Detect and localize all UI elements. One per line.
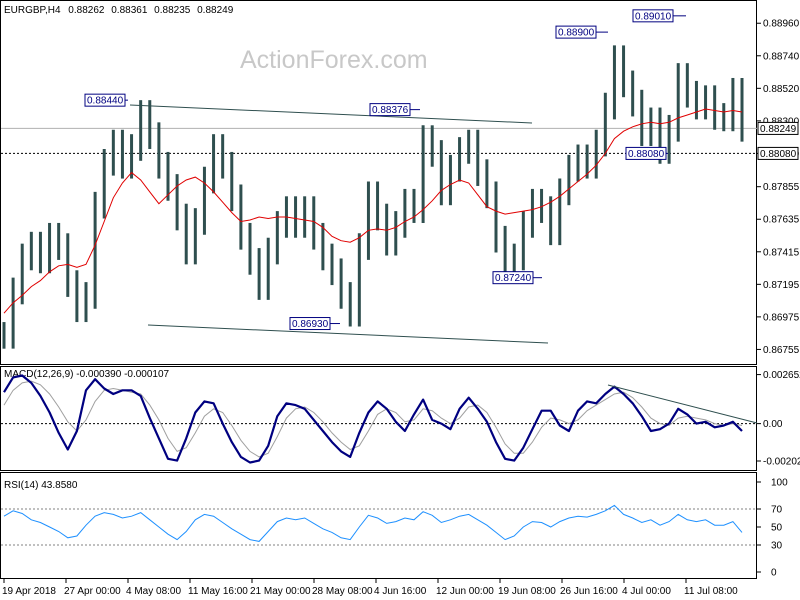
price-header: EURGBP,H4 0.88262 0.88361 0.88235 0.8824… (4, 5, 234, 16)
price-annotation: 0.89010 (632, 9, 686, 23)
moving-average-line (3, 108, 743, 314)
x-tick-label: 11 May 16:00 (188, 586, 248, 597)
x-tick-label: 26 Jun 16:00 (560, 586, 618, 597)
rsi-y-tick-label: 100 (771, 478, 788, 489)
annotation-label: 0.88376 (372, 105, 409, 116)
annotation-label: 0.88440 (87, 96, 124, 107)
x-tick-label: 28 May 08:00 (312, 586, 373, 597)
price-y-tick-label: 0.88740 (763, 51, 800, 62)
price-y-tick-label: 0.87195 (763, 280, 800, 291)
price-annotations: 0.88440 0.88376 0.88900 0.89010 0.86930 0.872… (84, 9, 686, 331)
price-y-tick-label: 0.86755 (763, 345, 800, 356)
rsi-line (3, 504, 743, 542)
macd-y-tick-label: 0.00 (763, 419, 783, 430)
symbol-label: EURGBP,H4 (4, 5, 61, 16)
ohlc-high: 0.88361 (111, 5, 148, 16)
x-tick-label: 19 Apr 2018 (2, 586, 56, 597)
price-annotation: 0.88080 (625, 146, 668, 160)
macd-panel (0, 366, 757, 471)
upper-trendline (129, 104, 533, 124)
macd-main-line (3, 374, 743, 464)
rsi-series (3, 504, 743, 542)
macd-header: MACD(12,26,9) -0.000390 -0.000107 (4, 369, 170, 380)
watermark: ActionForex.com (240, 46, 428, 74)
rsi-panel (0, 472, 757, 579)
reference-level-tag-label: 0.88080 (760, 149, 797, 160)
price-y-tick-label: 0.87635 (763, 215, 800, 226)
macd-y-tick-label: -0.002021 (763, 456, 800, 467)
macd-trendline (607, 384, 758, 424)
x-tick-label: 27 Apr 00:00 (64, 586, 121, 597)
price-y-tick-label: 0.88300 (763, 116, 800, 127)
trendlines (129, 104, 549, 344)
ohlc-low: 0.88235 (154, 5, 191, 16)
annotation-label: 0.88080 (628, 149, 665, 160)
x-tick-label: 19 Jun 08:00 (498, 586, 556, 597)
macd-y-axis: 0.002652 0.00 -0.002021 (1, 370, 800, 467)
price-y-tick-label: 0.87415 (763, 247, 800, 258)
price-y-tick-label: 0.88960 (763, 19, 800, 30)
annotation-label: 0.88900 (558, 28, 595, 39)
price-y-tick-label: 0.87855 (763, 182, 800, 193)
price-annotation: 0.87240 (492, 271, 542, 285)
x-tick-label: 4 Jun 16:00 (374, 586, 427, 597)
ohlc-open: 0.88262 (68, 5, 105, 16)
price-annotation: 0.88440 (84, 93, 128, 107)
price-series (2, 45, 744, 349)
x-tick-label: 4 Jul 00:00 (622, 586, 671, 597)
price-y-tick-label: 0.88520 (763, 84, 800, 95)
reference-level-tag: 0.88080 (757, 146, 799, 160)
lower-trendline (147, 324, 549, 344)
ohlc-close: 0.88249 (197, 5, 234, 16)
rsi-y-axis: 100 70 50 30 0 (1, 478, 788, 579)
price-y-axis: 0.88960 0.88740 0.88520 0.88300 0.88080 0.878… (757, 19, 800, 356)
annotation-label: 0.86930 (292, 319, 329, 330)
rsi-y-tick-label: 50 (771, 523, 783, 534)
price-levels (1, 127, 757, 154)
rsi-y-tick-label: 30 (771, 541, 783, 552)
current-price-tag-label: 0.88249 (760, 124, 797, 135)
price-y-tick-label: 0.86975 (763, 312, 800, 323)
rsi-y-tick-label: 70 (771, 505, 783, 516)
x-tick-label: 12 Jun 00:00 (436, 586, 494, 597)
current-price-tag: 0.88249 (757, 121, 799, 135)
annotation-label: 0.89010 (635, 11, 672, 22)
macd-series (3, 374, 743, 464)
price-annotation: 0.86930 (289, 317, 340, 331)
annotation-label: 0.87240 (495, 273, 532, 284)
time-axis: 19 Apr 2018 27 Apr 00:00 4 May 08:00 11 May… (2, 579, 738, 597)
x-tick-label: 11 Jul 08:00 (684, 586, 738, 597)
rsi-y-tick-label: 0 (771, 568, 777, 579)
price-tags: 0.88249 0.88080 (757, 121, 799, 160)
rsi-header: RSI(14) 43.8580 (4, 480, 78, 491)
x-tick-label: 21 May 00:00 (250, 586, 311, 597)
x-tick-label: 4 May 08:00 (126, 586, 181, 597)
macd-y-tick-label: 0.002652 (763, 370, 800, 381)
price-annotation: 0.88376 (369, 103, 420, 117)
price-annotation: 0.88900 (555, 25, 608, 39)
